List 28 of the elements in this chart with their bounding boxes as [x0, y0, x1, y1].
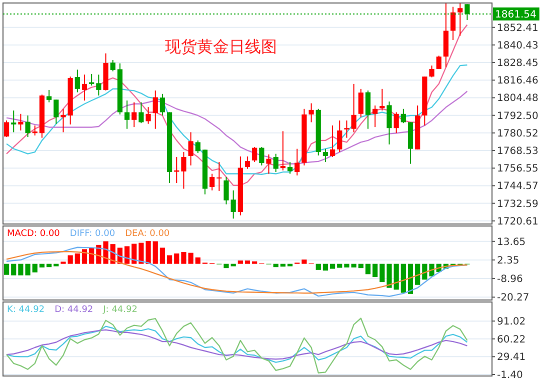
y-tick-label: 1828.45: [497, 58, 538, 70]
y-tick-label: 1852.41: [497, 22, 538, 34]
series-label: J: 44.92: [102, 305, 138, 315]
y-tick-label: 1840.43: [497, 40, 538, 52]
y-tick-label: 1792.50: [497, 110, 538, 122]
y-tick-label: 1768.53: [497, 146, 538, 158]
y-tick-label: -1.40: [497, 370, 523, 378]
y-tick-label: 1804.48: [497, 93, 538, 104]
y-tick-label: 60.22: [497, 334, 526, 346]
text: MACD: 0.00: [7, 229, 60, 239]
series-label: D: 44.92: [54, 305, 94, 315]
y-tick-label: 2.35: [497, 255, 520, 266]
y-tick-label: -20.27: [497, 292, 530, 304]
y-tick-label: 91.02: [497, 316, 526, 328]
y-tick-label: 1756.55: [497, 164, 538, 175]
y-tick-label: 1744.57: [497, 181, 538, 192]
y-tick-label: 13.65: [497, 236, 526, 248]
text: K: 44.92: [7, 305, 45, 315]
ref-line-label: 1861.54: [495, 9, 536, 20]
y-tick-label: 1732.59: [497, 198, 538, 210]
y-tick-label: 29.41: [497, 352, 526, 364]
y-tick-label: -8.96: [497, 274, 523, 286]
text: 现货黄金日线图: [165, 37, 277, 56]
y-tick-label: 1816.46: [497, 76, 538, 87]
y-tick-label: 1780.52: [497, 128, 538, 140]
series-label: DIFF: 0.00: [70, 229, 116, 239]
y-tick-label: 1720.61: [497, 216, 538, 228]
text: DEA: 0.00: [125, 229, 170, 239]
